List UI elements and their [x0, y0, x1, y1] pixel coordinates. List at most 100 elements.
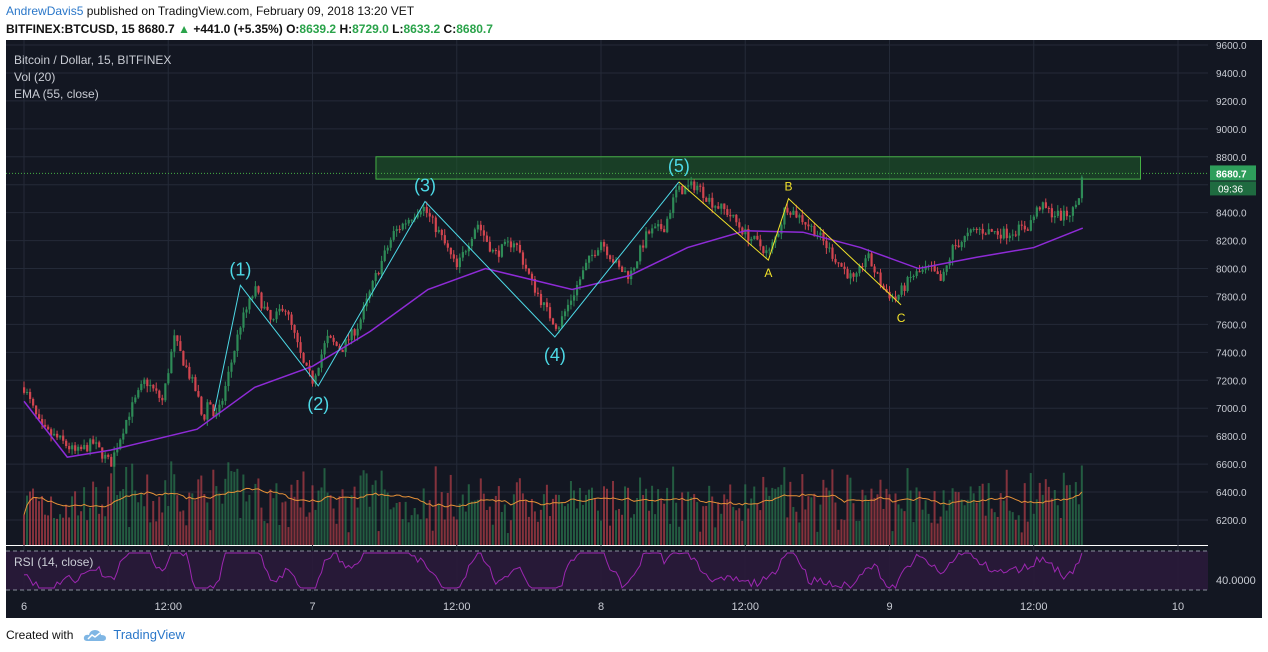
volume-bar	[840, 519, 843, 545]
candle-body	[732, 214, 735, 217]
volume-bar	[185, 525, 188, 545]
price-chart[interactable]: (1) (2) (3) (4) (5) A B C 40.0000 9600.0 9400.0…	[0, 40, 1268, 618]
volume-bar	[873, 497, 876, 545]
candle-body	[494, 250, 498, 252]
candle-body	[236, 334, 239, 351]
volume-bar	[858, 520, 861, 545]
candle-body	[53, 433, 56, 436]
candle-body	[530, 273, 534, 279]
candle-body	[738, 222, 741, 228]
volume-bar	[1020, 532, 1023, 545]
price-tick: 9000.0	[1216, 125, 1247, 136]
volume-bar	[467, 484, 470, 545]
candle-body	[915, 271, 918, 277]
volume-bar	[627, 487, 630, 545]
volume-bar	[131, 463, 134, 545]
close-label: C:	[443, 22, 457, 36]
price-axis[interactable]	[1208, 40, 1262, 592]
candle-body	[59, 435, 62, 438]
author-link[interactable]: AndrewDavis5	[6, 4, 84, 18]
abc-wave-path	[678, 181, 902, 306]
candle-body	[401, 223, 404, 230]
volume-bar	[723, 494, 726, 545]
volume-bar	[984, 515, 987, 545]
volume-bar	[173, 474, 176, 545]
volume-bar	[581, 504, 584, 545]
price-tick: 6800.0	[1216, 432, 1247, 443]
volume-bar	[32, 488, 35, 545]
candle-body	[143, 379, 146, 384]
volume-bar	[71, 496, 74, 545]
candle-body	[296, 332, 299, 343]
volume-bar	[425, 518, 428, 545]
volume-bar	[296, 480, 299, 545]
candle-body	[434, 217, 437, 233]
volume-bar	[1059, 518, 1062, 545]
candle-body	[497, 250, 501, 257]
legend-vol[interactable]: Vol (20)	[14, 70, 55, 84]
candle-body	[981, 228, 984, 234]
volume-bar	[356, 507, 359, 545]
volume-bar	[936, 523, 939, 545]
candle-body	[95, 442, 98, 444]
volume-bar	[371, 484, 374, 545]
volume-bar	[287, 527, 290, 545]
candle-body	[807, 224, 810, 227]
volume-bar	[569, 480, 572, 545]
rsi-line	[23, 552, 1083, 589]
candle-body	[350, 329, 353, 341]
candle-body	[314, 375, 317, 384]
time-axis[interactable]	[6, 592, 1262, 618]
volume-bar	[687, 491, 690, 545]
volume-bar	[455, 519, 458, 545]
volume-bar	[648, 510, 651, 545]
candle-body	[924, 266, 927, 270]
candle-body	[672, 197, 675, 214]
candle-body	[77, 446, 80, 451]
candle-body	[311, 370, 314, 384]
impulse-wave-path	[213, 181, 680, 412]
candle-body	[134, 397, 137, 403]
wave-label: (4)	[544, 345, 566, 365]
legend-ema[interactable]: EMA (55, close)	[14, 87, 99, 101]
volume-bar	[768, 495, 771, 545]
wave-label: (1)	[229, 259, 251, 279]
tradingview-link[interactable]: TradingView	[113, 627, 185, 642]
volume-bar	[53, 517, 56, 545]
candle-body	[152, 384, 155, 389]
volume-bar	[906, 468, 909, 545]
volume-bar	[978, 485, 981, 545]
countdown-bg	[1210, 181, 1256, 196]
candle-body	[1074, 204, 1078, 208]
candle-body	[89, 439, 92, 452]
volume-bar	[750, 498, 753, 545]
legend-title[interactable]: Bitcoin / Dollar, 15, BITFINEX	[14, 53, 171, 67]
candle-body	[173, 335, 176, 352]
footer: Created with TradingView	[6, 627, 185, 642]
volume-bar	[630, 517, 633, 545]
volume-bar	[239, 517, 242, 545]
volume-bar	[248, 494, 251, 545]
volume-bar	[350, 495, 353, 545]
candle-body	[699, 185, 702, 187]
high-value: 8729.0	[352, 22, 389, 36]
volume-bar	[801, 474, 804, 545]
candle-body	[798, 215, 801, 218]
candle-body	[410, 219, 413, 221]
candle-body	[801, 215, 804, 223]
candle-body	[149, 384, 152, 387]
candle-body	[527, 268, 531, 274]
candle-body	[1026, 229, 1029, 231]
candle-body	[386, 247, 389, 251]
candle-body	[1014, 234, 1017, 236]
legend-rsi[interactable]: RSI (14, close)	[14, 555, 93, 569]
candle-body	[425, 206, 428, 214]
volume-bar	[645, 488, 648, 545]
volume-bar	[233, 471, 236, 545]
candle-body	[551, 318, 555, 325]
candle-body	[92, 439, 95, 444]
main-pane[interactable]	[6, 40, 1208, 545]
candle-body	[987, 229, 990, 235]
candle-body	[452, 254, 455, 259]
volume-bar	[41, 496, 44, 545]
